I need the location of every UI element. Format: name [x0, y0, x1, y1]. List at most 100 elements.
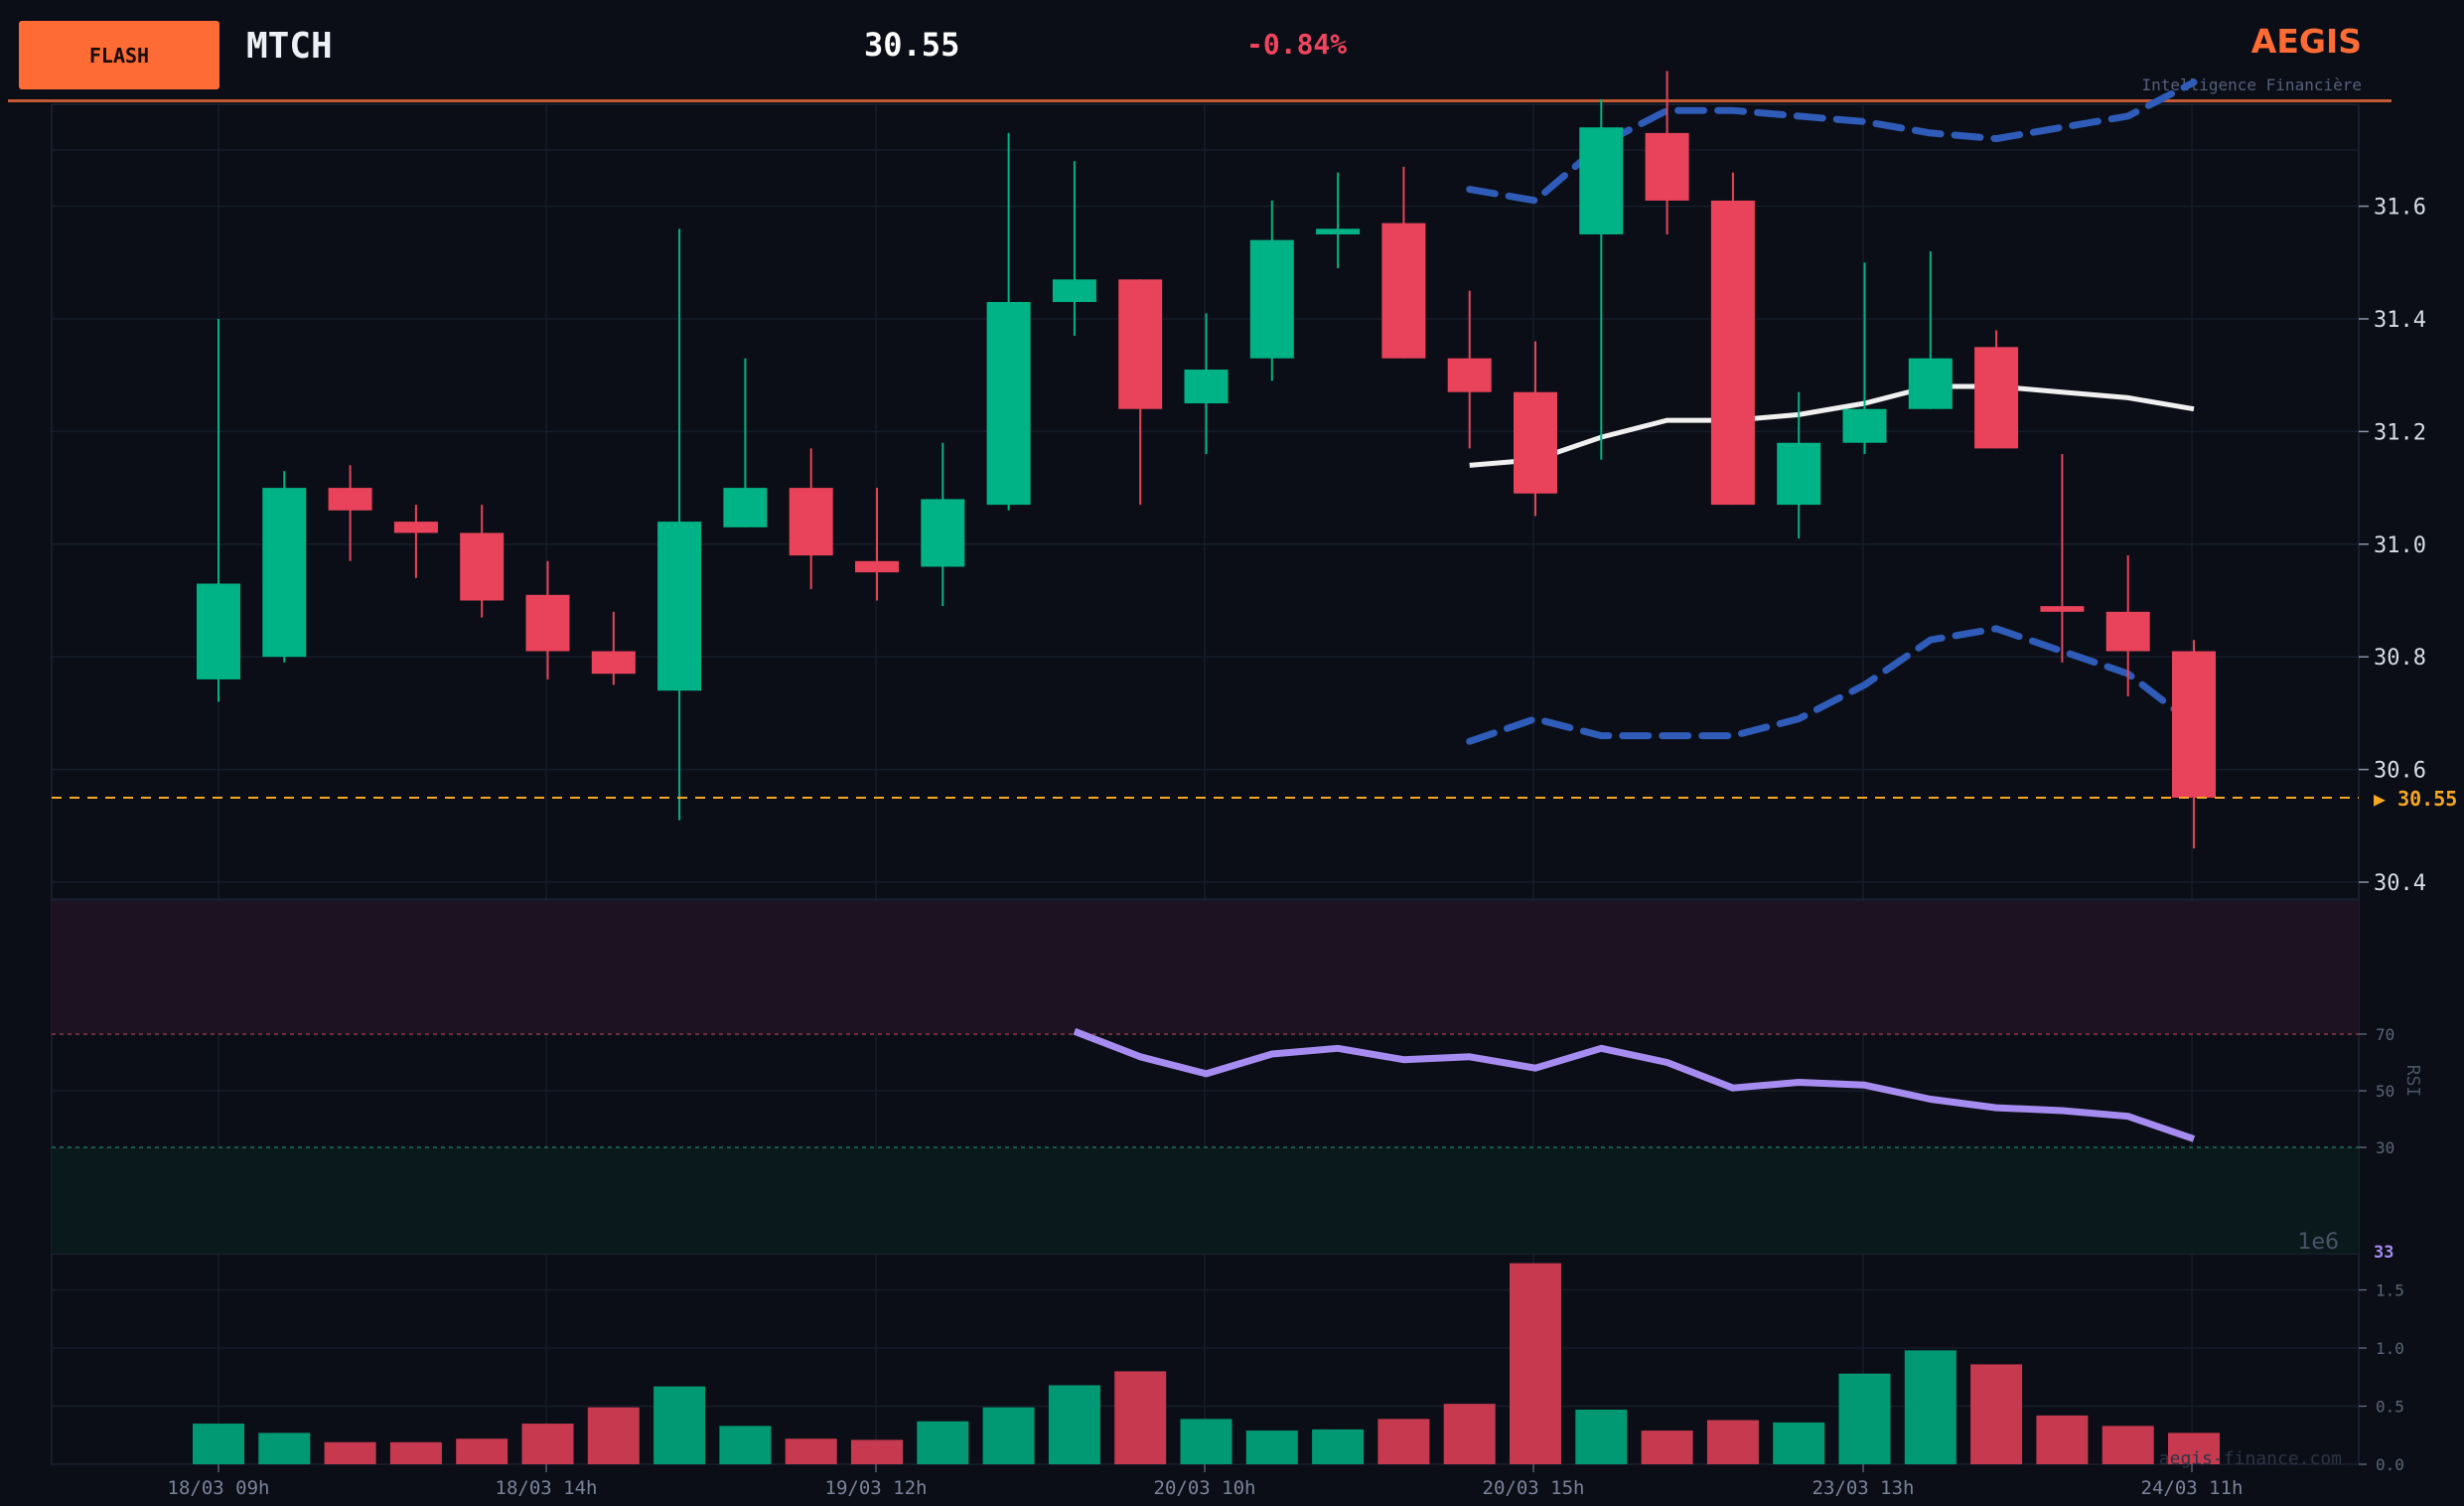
- volume-bar: [521, 1424, 574, 1464]
- candle: [1908, 250, 1953, 409]
- watermark: aegis-finance.com: [2159, 1448, 2342, 1469]
- volume-bar: [1706, 1420, 1759, 1464]
- volume-bar: [1114, 1371, 1167, 1464]
- candle-body: [1645, 132, 1689, 201]
- candle-body: [1777, 442, 1821, 506]
- volume-bar: [324, 1441, 376, 1464]
- bollinger-upper-line: [1466, 78, 2198, 205]
- price-tick-label: 31.2: [2374, 420, 2426, 445]
- volume-bar: [1245, 1431, 1298, 1464]
- flash-badge: FLASH: [19, 21, 219, 89]
- candle-body: [1118, 279, 1163, 409]
- candle: [1710, 172, 1755, 506]
- volume-bar: [1970, 1364, 2023, 1464]
- candle: [789, 448, 833, 590]
- candle-body: [1514, 391, 1557, 494]
- volume-bar: [456, 1438, 508, 1464]
- volume-scale-label: 1e6: [2297, 1230, 2339, 1255]
- volume-bar: [2036, 1415, 2089, 1464]
- candle: [1842, 262, 1887, 455]
- volume-bar: [2102, 1426, 2154, 1464]
- candle-body: [2172, 651, 2216, 798]
- candle-body: [460, 532, 505, 601]
- price-change: -0.84%: [1246, 28, 1348, 61]
- brand-logo: AEGIS: [2250, 22, 2362, 61]
- price-tick-label: 31.0: [2374, 533, 2426, 558]
- last-price: 30.55: [864, 26, 960, 64]
- x-tick-label: 18/03 09h: [168, 1477, 270, 1499]
- candle: [1249, 200, 1294, 381]
- candle: [525, 560, 570, 679]
- volume-bar: [1048, 1385, 1100, 1464]
- candle: [723, 358, 768, 527]
- volume-bar: [1312, 1429, 1365, 1464]
- candle-body: [262, 488, 307, 658]
- candle-body: [723, 488, 768, 527]
- brand-tagline: Intelligence Financière: [2141, 75, 2362, 94]
- candle: [328, 465, 372, 561]
- candle: [921, 442, 965, 607]
- volume-bar: [1443, 1404, 1496, 1464]
- candle: [2040, 454, 2085, 663]
- candle-body: [1579, 127, 1624, 234]
- candle-body: [328, 488, 372, 511]
- price-tick-label: 31.4: [2374, 308, 2426, 333]
- last-price-label: ▶ 30.55: [2374, 787, 2457, 811]
- volume-bars: [193, 1263, 2220, 1464]
- volume-bar: [587, 1407, 640, 1464]
- volume-bar: [1773, 1422, 1825, 1464]
- volume-bar: [193, 1424, 244, 1464]
- x-tick-label: 19/03 12h: [825, 1477, 928, 1499]
- x-tick-label: 20/03 10h: [1154, 1477, 1256, 1499]
- rsi-tick-label: 70: [2376, 1025, 2394, 1044]
- candle: [460, 505, 505, 618]
- volume-bar: [1838, 1373, 1891, 1464]
- x-tick-label: 20/03 15h: [1483, 1477, 1585, 1499]
- candle: [1514, 341, 1557, 517]
- candle-body: [1710, 200, 1755, 506]
- candle-body: [1842, 408, 1887, 443]
- volume-tick-label: 1.5: [2376, 1281, 2404, 1300]
- volume-bar: [917, 1421, 969, 1464]
- volume-bar: [1510, 1263, 1561, 1464]
- candles: [197, 71, 2216, 848]
- volume-bar: [1904, 1350, 1957, 1464]
- candle-body: [986, 301, 1031, 506]
- candle-body: [855, 560, 899, 573]
- candle: [986, 132, 1031, 511]
- x-tick-label: 23/03 13h: [1812, 1477, 1915, 1499]
- candle: [1974, 330, 2019, 449]
- volume-bar: [851, 1439, 903, 1464]
- candle-body: [197, 583, 240, 679]
- candle-body: [657, 522, 702, 691]
- candle-body: [1447, 358, 1492, 392]
- volume-tick-label: 1.0: [2376, 1339, 2404, 1358]
- candle-body: [1974, 347, 2019, 449]
- x-tick-label: 24/03 11h: [2141, 1477, 2244, 1499]
- x-tick-label: 18/03 14h: [496, 1477, 598, 1499]
- header-divider: [8, 99, 2392, 102]
- candle-body: [921, 499, 965, 567]
- grid-lines: [51, 104, 2360, 1464]
- candle: [1579, 98, 1624, 460]
- rsi-last-value: 33: [2374, 1243, 2393, 1263]
- candle: [1645, 71, 1689, 234]
- candle: [855, 488, 899, 601]
- candle-body: [1381, 223, 1426, 359]
- volume-tick-label: 0.0: [2376, 1455, 2404, 1474]
- candle: [1381, 166, 1426, 359]
- volume-bar: [2168, 1432, 2220, 1464]
- candle: [393, 505, 438, 578]
- rsi-tick-label: 30: [2376, 1138, 2394, 1157]
- volume-bar: [1180, 1419, 1232, 1464]
- rsi-tick-label: 50: [2376, 1082, 2394, 1101]
- candle: [197, 319, 240, 702]
- candle-body: [2105, 611, 2150, 652]
- volume-bar: [982, 1407, 1035, 1464]
- candle-body: [591, 651, 636, 675]
- rsi-line: [1073, 1027, 2196, 1142]
- price-tick-label: 30.6: [2374, 759, 2426, 784]
- candle-body: [2040, 606, 2085, 612]
